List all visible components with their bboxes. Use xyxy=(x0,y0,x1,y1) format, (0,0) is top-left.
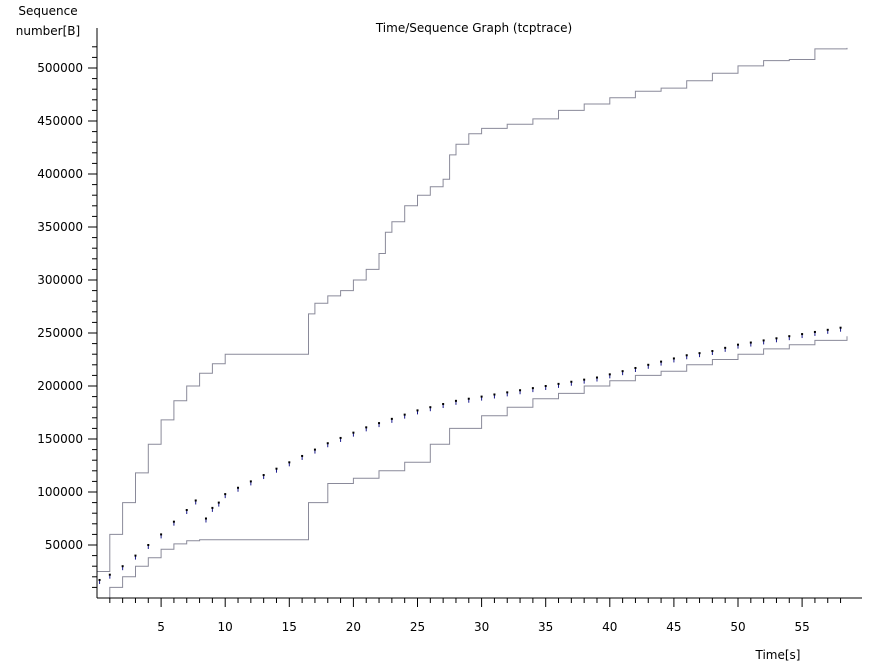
axes: 5 10 15 20 25 30 35 40 45 50 55 50000 100000 150000 20… xyxy=(37,28,862,634)
segment-point xyxy=(685,354,688,357)
segment-point xyxy=(262,474,265,477)
plot-area xyxy=(97,47,848,599)
segment-point xyxy=(595,376,598,379)
segment-point xyxy=(172,520,175,523)
segment-point xyxy=(608,373,611,376)
segment-point xyxy=(737,343,739,346)
segment-point xyxy=(749,341,752,344)
segment-point xyxy=(301,454,304,457)
segment-point xyxy=(788,335,791,338)
segment-point xyxy=(493,393,496,396)
segment-point xyxy=(217,501,220,504)
segment-point xyxy=(660,360,663,363)
segment-point xyxy=(288,461,291,464)
segment-point xyxy=(801,333,804,336)
segment-point xyxy=(313,448,316,451)
segment-point xyxy=(204,517,207,520)
segment-point xyxy=(839,326,842,329)
x-tick-label: 5 xyxy=(157,620,165,634)
segment-point xyxy=(442,403,445,406)
y-tick-label: 200000 xyxy=(37,379,83,393)
segment-point xyxy=(352,431,355,434)
segment-point xyxy=(454,399,457,402)
segment-point xyxy=(711,350,714,353)
segment-point xyxy=(160,533,163,536)
segment-point xyxy=(108,573,111,576)
segment-point xyxy=(826,328,829,331)
x-tick-label: 20 xyxy=(346,620,361,634)
segment-point xyxy=(147,544,150,546)
segment-point xyxy=(775,337,778,340)
segment-point xyxy=(237,486,240,489)
segment-point xyxy=(570,380,573,383)
segment-point xyxy=(121,565,124,568)
y-tick-label: 450000 xyxy=(37,114,83,128)
segment-point xyxy=(672,357,675,360)
y-tick-label: 50000 xyxy=(45,538,83,552)
segment-point xyxy=(416,409,419,412)
x-tick-label: 25 xyxy=(410,620,425,634)
segment-point xyxy=(557,382,560,385)
segment-point xyxy=(326,442,329,445)
x-tick-label: 45 xyxy=(666,620,681,634)
segment-point xyxy=(621,370,624,373)
x-tick-label: 15 xyxy=(282,620,297,634)
segment-point xyxy=(134,554,137,557)
segment-point xyxy=(211,506,214,509)
segment-point xyxy=(365,426,368,429)
segment-point xyxy=(429,406,432,409)
y-tick-label: 400000 xyxy=(37,167,83,181)
x-tick-label: 30 xyxy=(474,620,489,634)
segment-point xyxy=(480,395,483,398)
segment-point xyxy=(762,339,765,342)
segment-point xyxy=(467,397,470,400)
y-tick-label: 250000 xyxy=(37,326,83,340)
x-tick-label: 10 xyxy=(218,620,233,634)
y-tick-label: 500000 xyxy=(37,61,83,75)
segment-point xyxy=(583,378,586,381)
segment-point xyxy=(339,436,342,439)
segment-point xyxy=(98,578,101,581)
segment-point xyxy=(275,467,278,470)
segment-point xyxy=(403,413,406,416)
segment-point xyxy=(698,352,701,355)
x-tick-label: 35 xyxy=(538,620,553,634)
y-tick-label: 300000 xyxy=(37,273,83,287)
x-tick-label: 55 xyxy=(794,620,809,634)
y-axis-label-line1: Sequence xyxy=(18,4,77,18)
window-line xyxy=(97,47,848,572)
y-tick-label: 350000 xyxy=(37,220,83,234)
segment-point xyxy=(378,422,381,425)
segment-point xyxy=(185,509,188,512)
x-axis-label: Time[s] xyxy=(755,648,801,662)
y-tick-label: 150000 xyxy=(37,432,83,446)
segment-point xyxy=(390,417,393,420)
y-axis-label-line2: number[B] xyxy=(16,24,80,38)
segment-point xyxy=(544,385,547,387)
segment-point xyxy=(194,499,197,502)
segment-point xyxy=(634,366,637,369)
segment-point xyxy=(249,480,252,483)
segment-point xyxy=(506,391,509,394)
x-tick-label: 40 xyxy=(602,620,617,634)
segment-point xyxy=(813,330,816,333)
ack-line xyxy=(97,336,848,599)
segment-point xyxy=(224,493,227,496)
segment-point xyxy=(647,363,650,366)
chart-title: Time/Sequence Graph (tcptrace) xyxy=(375,21,572,35)
x-tick-label: 50 xyxy=(730,620,745,634)
segment-point xyxy=(724,346,727,349)
y-tick-label: 100000 xyxy=(37,485,83,499)
segment-point xyxy=(531,387,534,390)
segment-point xyxy=(519,389,522,392)
